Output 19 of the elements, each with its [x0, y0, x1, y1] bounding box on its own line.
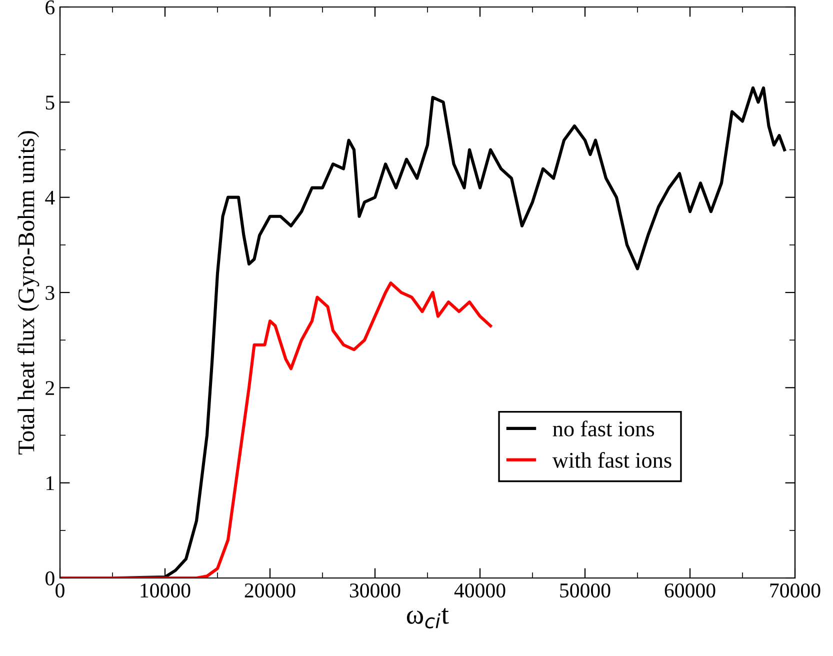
- x-tick-label: 60000: [664, 583, 716, 598]
- y-tick-label: 0: [46, 571, 54, 586]
- x-tick-label: 10000: [140, 583, 190, 598]
- x-tick-label: 70000: [770, 583, 820, 598]
- y-tick-label: 1: [46, 476, 54, 490]
- legend-label: with fast ions: [552, 452, 672, 468]
- x-tick-label: 50000: [560, 583, 610, 598]
- y-tick-label: 4: [45, 190, 55, 205]
- y-tick-label: 2: [46, 381, 54, 395]
- y-tick-label: 6: [46, 0, 55, 14]
- y-tick-label: 5: [46, 96, 54, 110]
- x-tick-label: 20000: [244, 583, 296, 598]
- x-tick-label: 30000: [350, 583, 400, 598]
- legend-label: no fast ions: [552, 420, 654, 436]
- y-axis-title: Total heat flux (Gyro-Bohm units): [17, 131, 40, 455]
- y-tick-label: 3: [46, 286, 54, 300]
- x-axis-title: ω$_{ci}$t: [406, 608, 449, 628]
- x-tick-label: 40000: [454, 583, 506, 598]
- x-tick-label: 0: [56, 583, 64, 598]
